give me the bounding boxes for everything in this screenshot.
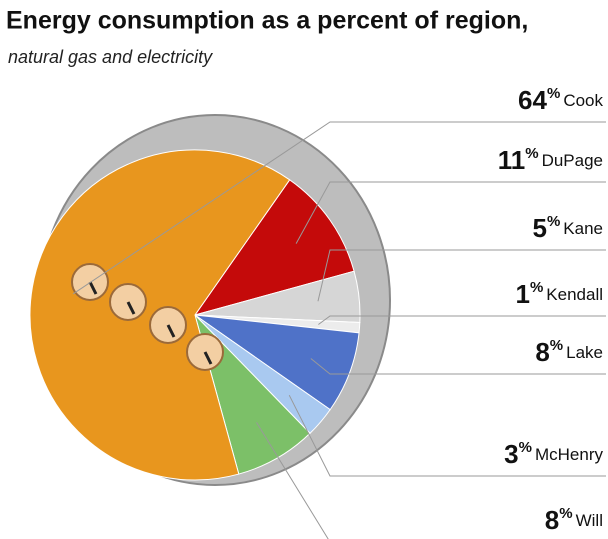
slice-value: 8 xyxy=(545,505,559,535)
slice-unit: % xyxy=(547,213,560,230)
chart-title: Energy consumption as a percent of regio… xyxy=(6,7,528,35)
slice-label: 1% Kendall xyxy=(515,279,603,309)
slice-unit: % xyxy=(559,505,572,522)
dial-needle xyxy=(126,301,136,315)
slice-name: Cook xyxy=(563,91,603,110)
slice-name: Lake xyxy=(566,343,603,362)
leader-line xyxy=(310,358,606,375)
slice-value: 64 xyxy=(518,85,547,115)
slice-label: 3% McHenry xyxy=(504,439,603,469)
slice-unit: % xyxy=(547,85,560,102)
slice-value: 3 xyxy=(504,439,518,469)
leader-line xyxy=(72,121,606,295)
leader-line xyxy=(295,181,606,244)
dial-needle xyxy=(203,351,213,365)
slice-label: 64% Cook xyxy=(518,85,603,115)
slice-label: 11% DuPage xyxy=(498,145,603,175)
pie-slice xyxy=(193,179,355,316)
slice-unit: % xyxy=(530,279,543,296)
slice-name: DuPage xyxy=(542,151,603,170)
slice-unit: % xyxy=(519,439,532,456)
slice-label: 8% Will xyxy=(545,505,603,535)
slice-name: Kane xyxy=(563,219,603,238)
dial-needle xyxy=(88,281,98,295)
slice-unit: % xyxy=(525,145,538,162)
dial-needle xyxy=(166,324,176,338)
slice-label: 8% Lake xyxy=(535,337,603,367)
chart-subtitle: natural gas and electricity xyxy=(8,47,213,67)
slice-value: 8 xyxy=(535,337,549,367)
leader-line xyxy=(256,422,329,539)
slice-value: 5 xyxy=(532,213,546,243)
leader-line xyxy=(317,249,606,302)
slice-unit: % xyxy=(550,337,563,354)
slice-name: McHenry xyxy=(535,445,604,464)
slice-value: 11 xyxy=(498,145,526,175)
slice-name: Will xyxy=(576,511,603,530)
leader-line xyxy=(288,394,606,477)
slice-label: 5% Kane xyxy=(532,213,603,243)
slice-name: Kendall xyxy=(546,285,603,304)
leader-line xyxy=(318,315,606,325)
slice-value: 1 xyxy=(515,279,529,309)
